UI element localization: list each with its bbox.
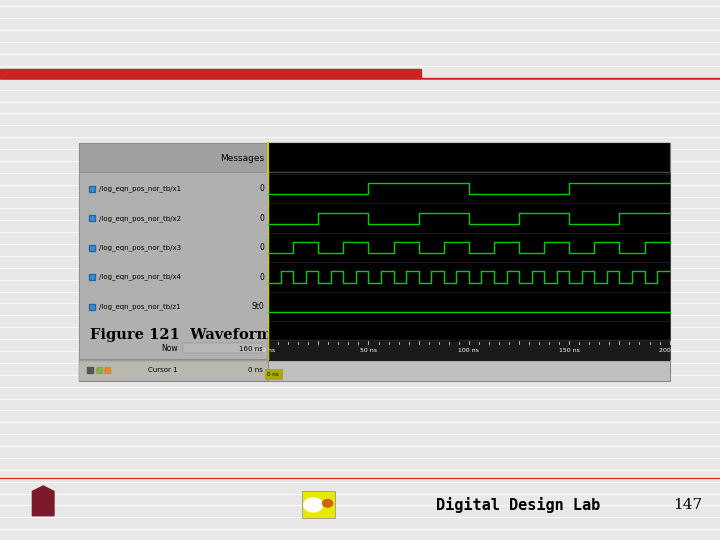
Text: 0: 0	[260, 214, 264, 222]
Text: Messages: Messages	[220, 154, 264, 163]
Text: 147: 147	[673, 498, 702, 512]
Polygon shape	[32, 486, 54, 516]
Bar	[183, 343, 263, 353]
Text: /log_eqn_pos_nor_tb/x2: /log_eqn_pos_nor_tb/x2	[99, 215, 181, 221]
Text: 0 ns: 0 ns	[261, 348, 275, 353]
Bar	[79, 359, 268, 381]
Circle shape	[304, 498, 323, 512]
Text: 0: 0	[260, 184, 264, 193]
Text: /log_eqn_pos_nor_tb/x4: /log_eqn_pos_nor_tb/x4	[99, 274, 181, 280]
Text: 150 ns: 150 ns	[559, 348, 580, 353]
Text: Now: Now	[161, 344, 177, 353]
Bar	[268, 172, 670, 359]
Bar	[302, 491, 335, 518]
Text: 0: 0	[260, 273, 264, 281]
Text: Cursor 1: Cursor 1	[148, 367, 177, 373]
Bar	[79, 143, 268, 172]
Bar	[79, 143, 268, 359]
Text: 0 ns: 0 ns	[267, 372, 279, 377]
Bar	[79, 361, 268, 381]
Text: 50 ns: 50 ns	[360, 348, 377, 353]
Text: /log_eqn_pos_nor_tb/z1: /log_eqn_pos_nor_tb/z1	[99, 303, 180, 310]
Text: 100 ns: 100 ns	[459, 348, 480, 353]
Text: /log_eqn_pos_nor_tb/x1: /log_eqn_pos_nor_tb/x1	[99, 185, 181, 192]
Bar	[268, 340, 670, 361]
Text: Figure 121  Waveforms for the module of Figure 105.: Figure 121 Waveforms for the module of F…	[91, 328, 528, 342]
Bar	[268, 143, 670, 172]
Bar	[264, 369, 282, 380]
Text: 200 ns: 200 ns	[659, 348, 680, 353]
Text: St0: St0	[252, 302, 264, 311]
Text: /log_eqn_pos_nor_tb/x3: /log_eqn_pos_nor_tb/x3	[99, 244, 181, 251]
Text: Digital Design Lab: Digital Design Lab	[436, 497, 600, 513]
Text: 0: 0	[260, 243, 264, 252]
Text: 0 ns: 0 ns	[248, 367, 263, 373]
Circle shape	[323, 500, 333, 507]
Text: 160 ns: 160 ns	[238, 346, 263, 352]
Bar	[79, 143, 670, 381]
Bar	[0, 69, 421, 78]
